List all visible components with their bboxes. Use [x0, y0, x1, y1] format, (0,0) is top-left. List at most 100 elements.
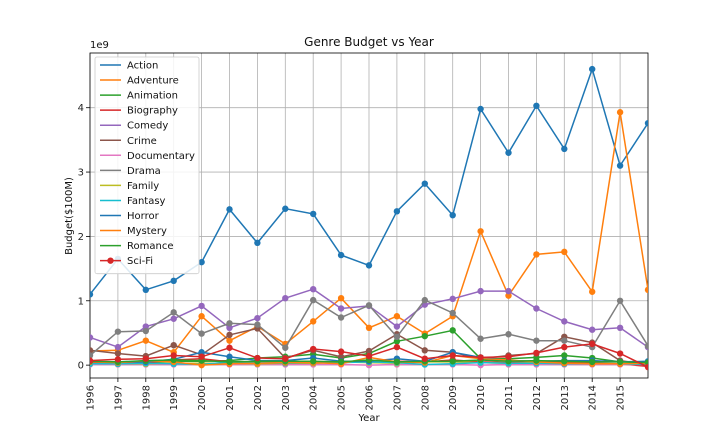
plot-frame: [89, 52, 649, 379]
legend-label-horror: Horror: [127, 211, 160, 222]
x-axis-label: Year: [357, 413, 380, 424]
x-tick-label: 2001: [225, 385, 236, 410]
data-point-romance: [449, 358, 456, 365]
series-drama: [90, 296, 648, 359]
data-point-action: [477, 105, 484, 113]
data-point-drama: [561, 337, 568, 344]
chart-title: Genre Budget vs Year: [304, 35, 434, 49]
y-offset-label: 1e9: [90, 40, 109, 51]
x-tick-label: 2008: [420, 385, 431, 410]
data-point-romance: [393, 358, 401, 366]
legend-label-family: Family: [127, 181, 159, 192]
data-point-action: [644, 119, 648, 127]
series-lines: [90, 65, 648, 371]
data-point-comedy: [198, 302, 205, 310]
data-point-drama: [337, 314, 345, 321]
data-point-comedy: [561, 318, 568, 325]
legend-label-action: Action: [127, 61, 158, 72]
data-point-drama: [477, 335, 484, 342]
data-point-adventure: [533, 251, 540, 258]
data-point-adventure: [393, 313, 401, 320]
data-point-sci-fi: [282, 355, 289, 362]
data-point-sci-fi: [337, 348, 345, 355]
x-tick-label: 2003: [281, 385, 292, 410]
data-point-action: [449, 211, 456, 219]
data-point-action: [254, 239, 261, 247]
x-tick-label: 2006: [365, 385, 376, 410]
x-tick-label: 2015: [616, 385, 627, 410]
data-point-sci-fi: [449, 352, 456, 359]
data-point-comedy: [449, 295, 456, 303]
data-point-comedy: [90, 334, 94, 341]
data-point-adventure: [505, 292, 512, 299]
data-point-comedy: [254, 314, 261, 322]
data-point-drama: [254, 321, 261, 328]
data-point-sci-fi: [616, 350, 624, 357]
x-tick-label: 2011: [504, 385, 515, 410]
data-point-drama: [282, 344, 289, 351]
data-point-crime: [337, 353, 345, 360]
data-point-crime: [90, 347, 94, 354]
data-point-sci-fi: [310, 345, 317, 353]
legend-label-animation: Animation: [127, 91, 178, 102]
data-point-sci-fi: [226, 344, 233, 351]
data-point-comedy: [616, 324, 624, 332]
data-point-action: [589, 65, 596, 73]
data-point-animation: [561, 352, 568, 359]
data-point-romance: [310, 358, 317, 365]
data-point-action: [421, 180, 428, 187]
x-tick-label: 2014: [588, 385, 599, 410]
data-point-romance: [337, 358, 345, 366]
legend-label-biography: Biography: [127, 106, 178, 117]
data-point-action: [616, 162, 624, 169]
x-tick-label: 2000: [197, 385, 208, 410]
data-point-crime: [365, 347, 373, 355]
data-point-action: [365, 262, 373, 269]
data-point-drama: [170, 309, 177, 316]
data-point-comedy: [393, 323, 401, 330]
data-point-drama: [616, 297, 624, 304]
series-sci-fi: [90, 340, 648, 371]
data-point-adventure: [644, 286, 648, 294]
x-tick-label: 2005: [337, 385, 348, 410]
data-point-comedy: [114, 343, 122, 351]
data-point-action: [142, 286, 149, 294]
data-point-adventure: [198, 313, 205, 320]
data-point-action: [282, 205, 289, 212]
data-point-sci-fi: [505, 353, 512, 360]
x-tick-label: 1998: [141, 385, 152, 410]
legend-label-comedy: Comedy: [127, 121, 168, 132]
data-point-romance: [533, 357, 540, 364]
x-tick-label: 2009: [448, 385, 459, 410]
data-point-action: [561, 145, 568, 153]
data-point-sci-fi: [644, 363, 648, 371]
legend-label-drama: Drama: [127, 166, 161, 177]
data-point-comedy: [533, 305, 540, 312]
data-point-sci-fi: [142, 355, 149, 362]
data-point-romance: [616, 358, 624, 366]
data-point-comedy: [589, 326, 596, 333]
data-point-crime: [421, 347, 428, 354]
data-point-adventure: [142, 337, 149, 344]
data-point-romance: [505, 358, 512, 365]
data-point-romance: [170, 356, 177, 364]
series-action: [90, 65, 648, 298]
data-point-horror: [198, 349, 205, 356]
legend-label-romance: Romance: [127, 241, 173, 252]
data-point-animation: [393, 338, 401, 345]
data-point-action: [226, 206, 233, 213]
legend-label-sci-fi: Sci-Fi: [127, 256, 153, 267]
data-point-action: [505, 149, 512, 156]
data-point-sci-fi: [477, 354, 484, 361]
data-point-sci-fi: [561, 343, 568, 351]
legend-label-mystery: Mystery: [127, 226, 167, 237]
data-point-comedy: [337, 305, 345, 312]
legend-marker-sci-fi: [107, 257, 114, 264]
data-point-adventure: [310, 318, 317, 325]
data-point-crime: [226, 331, 233, 339]
data-point-drama: [198, 330, 205, 337]
data-point-crime: [170, 341, 177, 349]
data-point-comedy: [310, 285, 317, 293]
data-point-drama: [90, 352, 94, 359]
